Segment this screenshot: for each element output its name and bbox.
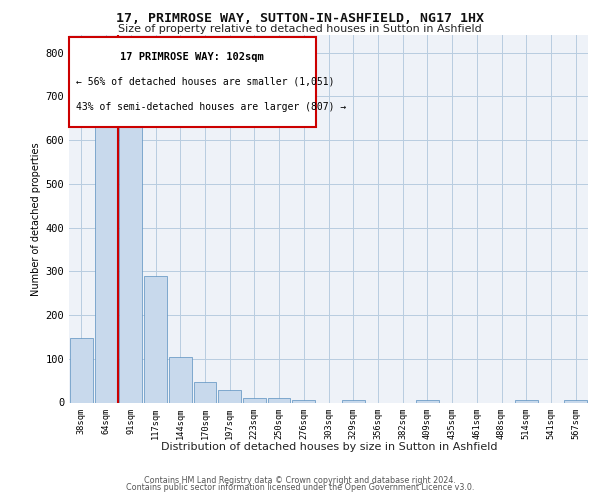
- Bar: [95, 126, 118, 402]
- Bar: [194, 382, 216, 402]
- Bar: [70, 338, 93, 402]
- Text: Distribution of detached houses by size in Sutton in Ashfield: Distribution of detached houses by size …: [161, 442, 497, 452]
- Bar: [564, 400, 587, 402]
- Bar: [243, 398, 266, 402]
- Bar: [416, 400, 439, 402]
- Text: 17 PRIMROSE WAY: 102sqm: 17 PRIMROSE WAY: 102sqm: [121, 52, 264, 62]
- Y-axis label: Number of detached properties: Number of detached properties: [31, 142, 41, 296]
- Text: ← 56% of detached houses are smaller (1,051): ← 56% of detached houses are smaller (1,…: [76, 76, 334, 86]
- Bar: [292, 400, 315, 402]
- Text: Size of property relative to detached houses in Sutton in Ashfield: Size of property relative to detached ho…: [118, 24, 482, 34]
- Bar: [119, 127, 142, 402]
- Bar: [515, 400, 538, 402]
- Bar: [144, 276, 167, 402]
- Bar: [169, 358, 191, 403]
- Bar: [342, 400, 365, 402]
- Bar: [218, 390, 241, 402]
- Text: 43% of semi-detached houses are larger (807) →: 43% of semi-detached houses are larger (…: [76, 102, 346, 113]
- Text: Contains HM Land Registry data © Crown copyright and database right 2024.: Contains HM Land Registry data © Crown c…: [144, 476, 456, 485]
- Bar: [268, 398, 290, 402]
- FancyBboxPatch shape: [69, 37, 316, 127]
- Text: Contains public sector information licensed under the Open Government Licence v3: Contains public sector information licen…: [126, 484, 474, 492]
- Text: 17, PRIMROSE WAY, SUTTON-IN-ASHFIELD, NG17 1HX: 17, PRIMROSE WAY, SUTTON-IN-ASHFIELD, NG…: [116, 12, 484, 26]
